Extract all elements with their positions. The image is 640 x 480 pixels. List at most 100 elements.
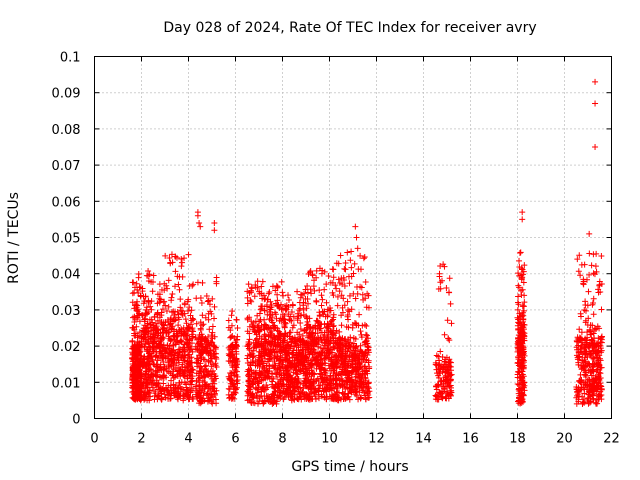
roti-point [168, 356, 175, 363]
roti-point [271, 340, 278, 347]
roti-point [154, 300, 161, 307]
roti-point [598, 391, 605, 398]
roti-point [144, 382, 151, 389]
roti-point [231, 359, 238, 366]
roti-point [299, 361, 306, 368]
roti-point [253, 329, 260, 336]
roti-point [312, 349, 319, 356]
roti-point [204, 340, 211, 347]
x-tick-label: 18 [509, 432, 526, 447]
roti-point [186, 304, 193, 311]
roti-point [254, 312, 261, 319]
roti-point [359, 387, 366, 394]
roti-point [245, 341, 252, 348]
roti-point [447, 392, 454, 399]
roti-point [254, 341, 261, 348]
roti-point [330, 292, 337, 299]
roti-point [205, 390, 212, 397]
roti-point [229, 308, 236, 315]
roti-point [327, 337, 334, 344]
roti-point [293, 355, 300, 362]
roti-point [170, 381, 177, 388]
roti-point [313, 354, 320, 361]
roti-point [276, 392, 283, 399]
roti-point [172, 268, 179, 275]
roti-point [167, 260, 174, 267]
roti-point [582, 307, 589, 314]
roti-point [195, 372, 202, 379]
roti-point [135, 394, 142, 401]
roti-point [250, 380, 257, 387]
roti-point [178, 263, 185, 270]
roti-point [197, 394, 204, 401]
roti-point [185, 251, 192, 258]
roti-point [588, 262, 595, 269]
roti-point [297, 294, 304, 301]
roti-point [514, 299, 521, 306]
roti-point [144, 355, 151, 362]
roti-point [264, 358, 271, 365]
roti-point [439, 353, 446, 360]
roti-point [156, 291, 163, 298]
roti-point [285, 311, 292, 318]
roti-point [131, 289, 138, 296]
roti-point [516, 369, 523, 376]
roti-point [292, 367, 299, 374]
roti-point [356, 356, 363, 363]
roti-point [229, 395, 236, 402]
roti-point [151, 392, 158, 399]
roti-point [332, 282, 339, 289]
roti-point [154, 309, 161, 316]
roti-point [139, 311, 146, 318]
roti-point [134, 302, 141, 309]
roti-point [325, 379, 332, 386]
roti-point [364, 380, 371, 387]
roti-point [288, 339, 295, 346]
roti-point [274, 284, 281, 291]
roti-point [292, 340, 299, 347]
roti-point [202, 344, 209, 351]
roti-point [171, 384, 178, 391]
roti-point [165, 318, 172, 325]
roti-point [142, 371, 149, 378]
y-tick-label: 0 [72, 413, 80, 428]
roti-point [592, 349, 599, 356]
roti-point [298, 358, 305, 365]
roti-point [282, 320, 289, 327]
roti-point [234, 377, 241, 384]
roti-point [576, 335, 583, 342]
roti-point [329, 317, 336, 324]
roti-point [273, 315, 280, 322]
roti-point [194, 212, 201, 219]
roti-point [583, 382, 590, 389]
roti-point [364, 352, 371, 359]
roti-point [287, 329, 294, 336]
roti-point [283, 377, 290, 384]
roti-point [174, 394, 181, 401]
roti-point [260, 342, 267, 349]
roti-point [303, 339, 310, 346]
roti-point [157, 395, 164, 402]
roti-point [358, 381, 365, 388]
roti-point [317, 334, 324, 341]
roti-point [213, 350, 220, 357]
roti-point [444, 317, 451, 324]
roti-point [257, 317, 264, 324]
roti-point [178, 379, 185, 386]
roti-point [145, 373, 152, 380]
roti-point [573, 337, 580, 344]
roti-point [228, 377, 235, 384]
roti-point [209, 295, 216, 302]
roti-point [182, 316, 189, 323]
roti-point [519, 318, 526, 325]
roti-point [131, 284, 138, 291]
roti-point [339, 366, 346, 373]
roti-point [268, 370, 275, 377]
roti-point [252, 281, 259, 288]
roti-point [271, 388, 278, 395]
roti-point [279, 289, 286, 296]
roti-point [198, 300, 205, 307]
roti-point [314, 318, 321, 325]
roti-point [246, 367, 253, 374]
roti-point [520, 309, 527, 316]
